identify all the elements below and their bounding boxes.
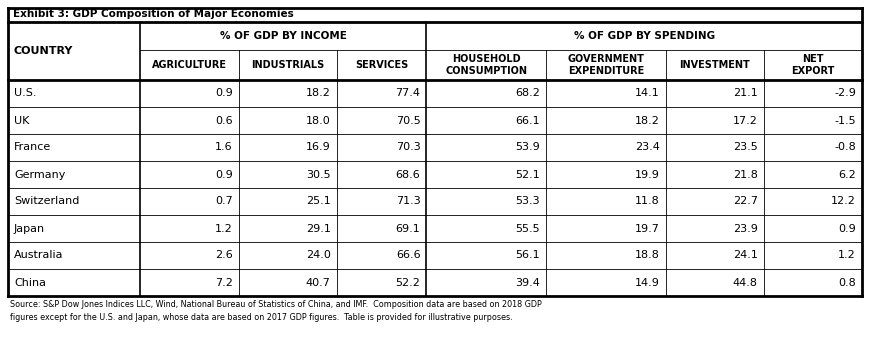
Text: 11.8: 11.8	[634, 196, 659, 206]
Text: 2.6: 2.6	[215, 251, 232, 260]
Text: 18.0: 18.0	[306, 116, 330, 126]
Text: China: China	[14, 278, 46, 287]
Text: 1.6: 1.6	[215, 142, 232, 153]
Text: 18.8: 18.8	[634, 251, 659, 260]
Text: 29.1: 29.1	[306, 224, 330, 233]
Text: UK: UK	[14, 116, 30, 126]
Text: GOVERNMENT
EXPENDITURE: GOVERNMENT EXPENDITURE	[567, 54, 644, 76]
Text: INVESTMENT: INVESTMENT	[679, 60, 749, 70]
Text: 53.3: 53.3	[514, 196, 540, 206]
Text: COUNTRY: COUNTRY	[14, 46, 73, 56]
Text: 0.9: 0.9	[838, 224, 855, 233]
Text: 6.2: 6.2	[838, 169, 855, 180]
Text: HOUSEHOLD
CONSUMPTION: HOUSEHOLD CONSUMPTION	[445, 54, 527, 76]
Text: 52.2: 52.2	[395, 278, 420, 287]
Text: 55.5: 55.5	[514, 224, 540, 233]
Text: 0.8: 0.8	[838, 278, 855, 287]
Text: 18.2: 18.2	[634, 116, 659, 126]
Text: 22.7: 22.7	[732, 196, 757, 206]
Text: 66.6: 66.6	[395, 251, 420, 260]
Text: France: France	[14, 142, 51, 153]
Text: 7.2: 7.2	[215, 278, 232, 287]
Text: Exhibit 3: GDP Composition of Major Economies: Exhibit 3: GDP Composition of Major Econ…	[13, 9, 294, 19]
Text: 39.4: 39.4	[514, 278, 540, 287]
Text: 68.6: 68.6	[395, 169, 420, 180]
Text: 1.2: 1.2	[838, 251, 855, 260]
Text: 23.4: 23.4	[634, 142, 659, 153]
Text: 53.9: 53.9	[514, 142, 540, 153]
Text: AGRICULTURE: AGRICULTURE	[152, 60, 227, 70]
Text: 17.2: 17.2	[732, 116, 757, 126]
Text: 0.6: 0.6	[215, 116, 232, 126]
Text: 69.1: 69.1	[395, 224, 420, 233]
Text: 23.9: 23.9	[732, 224, 757, 233]
Text: U.S.: U.S.	[14, 89, 36, 98]
Text: 70.5: 70.5	[395, 116, 420, 126]
Text: 44.8: 44.8	[732, 278, 757, 287]
Text: 14.9: 14.9	[634, 278, 659, 287]
Text: 21.8: 21.8	[732, 169, 757, 180]
Text: -0.8: -0.8	[833, 142, 855, 153]
Text: Source: S&P Dow Jones Indices LLC, Wind, National Bureau of Statistics of China,: Source: S&P Dow Jones Indices LLC, Wind,…	[10, 300, 541, 309]
Text: 56.1: 56.1	[514, 251, 540, 260]
Text: 0.9: 0.9	[215, 89, 232, 98]
Text: 40.7: 40.7	[306, 278, 330, 287]
Text: -2.9: -2.9	[833, 89, 855, 98]
Text: % OF GDP BY SPENDING: % OF GDP BY SPENDING	[573, 31, 714, 41]
Text: 0.9: 0.9	[215, 169, 232, 180]
Text: 24.1: 24.1	[732, 251, 757, 260]
Text: 70.3: 70.3	[395, 142, 420, 153]
Text: Germany: Germany	[14, 169, 65, 180]
Text: Australia: Australia	[14, 251, 63, 260]
Text: NET
EXPORT: NET EXPORT	[790, 54, 833, 76]
Text: % OF GDP BY INCOME: % OF GDP BY INCOME	[220, 31, 347, 41]
Text: 16.9: 16.9	[306, 142, 330, 153]
Text: Switzerland: Switzerland	[14, 196, 79, 206]
Text: INDUSTRIALS: INDUSTRIALS	[251, 60, 324, 70]
Text: 77.4: 77.4	[395, 89, 420, 98]
Text: 18.2: 18.2	[306, 89, 330, 98]
Text: 23.5: 23.5	[733, 142, 757, 153]
Text: 1.2: 1.2	[215, 224, 232, 233]
Text: 21.1: 21.1	[733, 89, 757, 98]
Text: 19.7: 19.7	[634, 224, 659, 233]
Text: 52.1: 52.1	[514, 169, 540, 180]
Text: 19.9: 19.9	[634, 169, 659, 180]
Text: Japan: Japan	[14, 224, 45, 233]
Text: 71.3: 71.3	[395, 196, 420, 206]
Text: 12.2: 12.2	[830, 196, 855, 206]
Text: 30.5: 30.5	[306, 169, 330, 180]
Text: 0.7: 0.7	[215, 196, 232, 206]
Text: SERVICES: SERVICES	[355, 60, 408, 70]
Text: 14.1: 14.1	[634, 89, 659, 98]
Text: 68.2: 68.2	[514, 89, 540, 98]
Text: 25.1: 25.1	[306, 196, 330, 206]
Text: figures except for the U.S. and Japan, whose data are based on 2017 GDP figures.: figures except for the U.S. and Japan, w…	[10, 313, 512, 322]
Text: 24.0: 24.0	[306, 251, 330, 260]
Text: 66.1: 66.1	[514, 116, 540, 126]
Text: -1.5: -1.5	[833, 116, 855, 126]
